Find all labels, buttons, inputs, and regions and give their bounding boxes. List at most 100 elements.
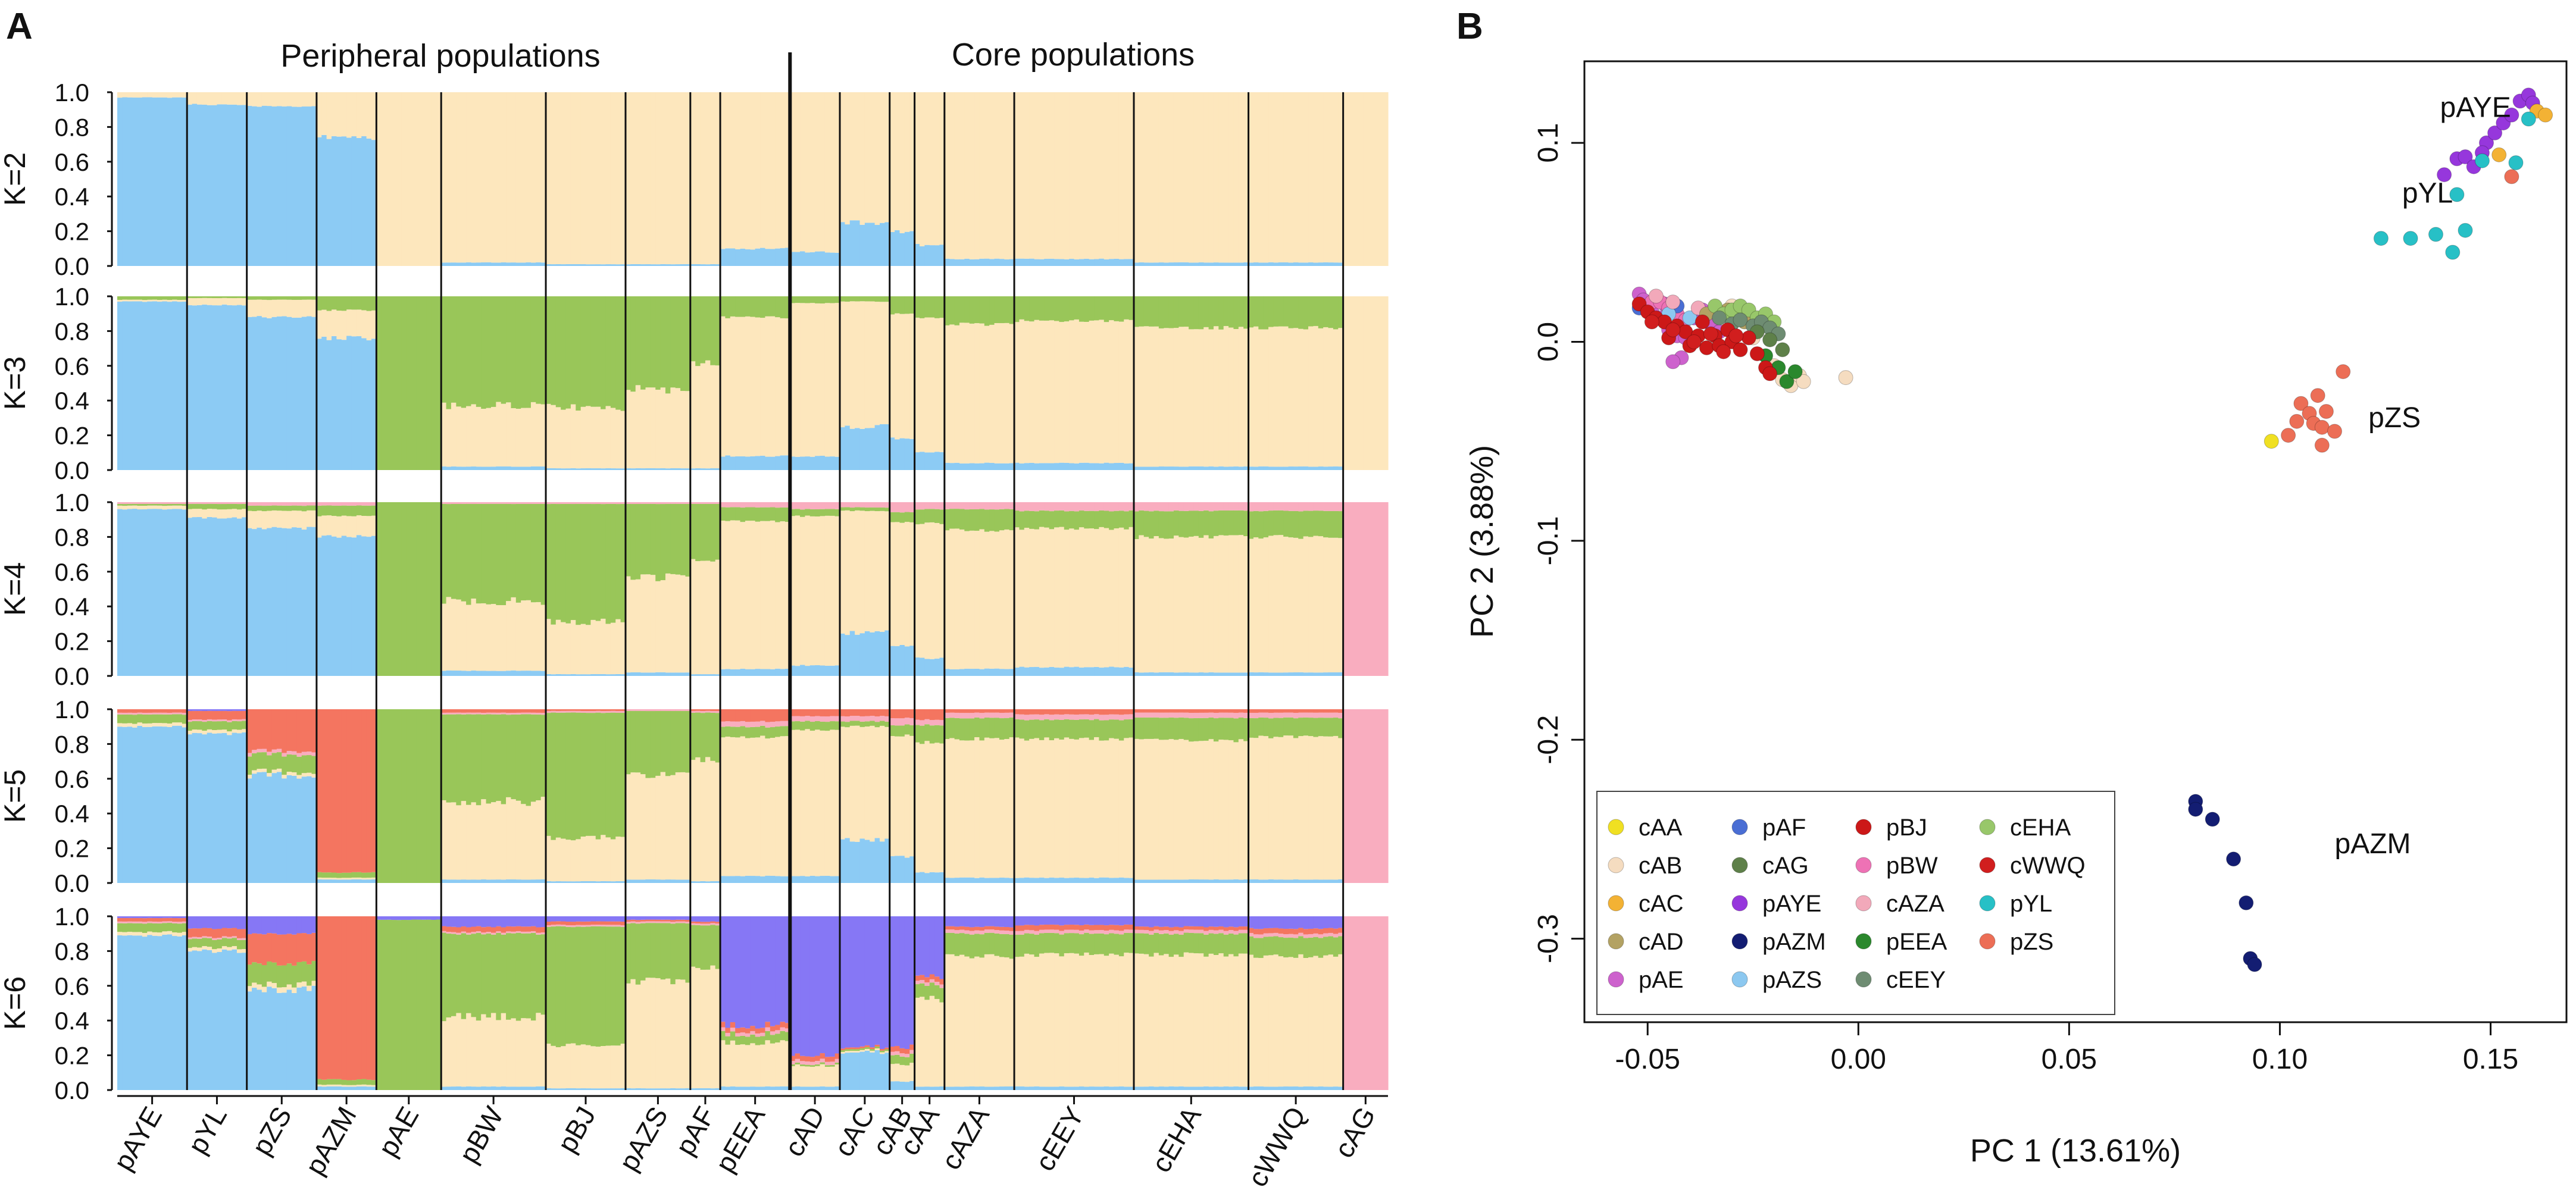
- admixture-bar: [461, 601, 467, 671]
- admixture-bar: [207, 950, 212, 1090]
- admixture-bar: [670, 672, 676, 676]
- admixture-bar: [1009, 509, 1015, 531]
- admixture-bar: [1059, 956, 1065, 1086]
- admixture-bar: [979, 957, 985, 1086]
- admixture-bar: [605, 1045, 611, 1089]
- admixture-segment-cAD-k5: [790, 709, 840, 883]
- admixture-bar: [386, 709, 392, 883]
- admixture-bar: [1238, 672, 1244, 676]
- admixture-bar: [1078, 714, 1084, 720]
- admixture-bar: [371, 1080, 377, 1085]
- admixture-bar: [1313, 916, 1319, 929]
- admixture-bar: [1328, 262, 1334, 266]
- admixture-bar: [1333, 502, 1339, 511]
- admixture-bar: [546, 92, 552, 265]
- admixture-segment-pBW-k4: [441, 502, 546, 676]
- admixture-bar: [864, 709, 870, 716]
- admixture-bar: [1158, 502, 1164, 512]
- admixture-bar: [1298, 538, 1304, 672]
- admixture-bar: [511, 296, 517, 408]
- admixture-bar: [1009, 530, 1015, 669]
- admixture-bar: [356, 879, 362, 883]
- admixture-bar: [680, 710, 686, 772]
- admixture-bar: [172, 296, 178, 300]
- admixture-bar: [809, 456, 815, 470]
- admixture-bar: [1338, 296, 1344, 328]
- admixture-bar: [346, 516, 352, 537]
- admixture-bar: [471, 404, 477, 467]
- admixture-bar: [1143, 511, 1149, 537]
- admixture-bar: [984, 502, 990, 510]
- admixture-bar: [969, 323, 975, 464]
- admixture-bar: [271, 769, 277, 774]
- admixture-bar: [311, 92, 317, 107]
- admixture-bar: [321, 872, 327, 878]
- admixture-bar: [286, 106, 292, 266]
- admixture-bar: [864, 502, 870, 508]
- admixture-bar: [1178, 537, 1184, 673]
- admixture-bar: [1178, 709, 1184, 713]
- admixture-bar: [690, 264, 696, 266]
- admixture-bar: [870, 721, 876, 726]
- admixture-bar: [730, 669, 736, 676]
- admixture-bar: [784, 1032, 790, 1041]
- admixture-bar: [874, 225, 880, 266]
- admixture-bar: [601, 1046, 607, 1089]
- admixture-bar: [555, 837, 561, 882]
- admixture-bar: [1124, 511, 1130, 530]
- admixture-bar: [601, 296, 607, 409]
- admixture-bar: [1069, 296, 1075, 321]
- admixture-bar: [1173, 511, 1179, 536]
- admixture-bar: [221, 296, 227, 298]
- admixture-bar: [1238, 717, 1244, 740]
- admixture-bar: [267, 773, 273, 777]
- admixture-bar: [1283, 934, 1289, 938]
- admixture-bar: [1059, 259, 1065, 266]
- admixture-bar: [954, 930, 960, 934]
- admixture-bar: [1383, 916, 1389, 1090]
- admixture-bar: [924, 724, 930, 741]
- admixture-bar: [192, 709, 198, 711]
- admixture-bar: [964, 258, 970, 266]
- admixture-bar: [1183, 511, 1189, 538]
- admixture-bar: [994, 296, 1000, 324]
- admixture-bar: [590, 713, 596, 836]
- admixture-bar: [784, 1023, 790, 1029]
- admixture-bar: [1328, 954, 1334, 1087]
- admixture-bar: [446, 502, 452, 505]
- admixture-bar: [984, 258, 990, 266]
- admixture-bar: [576, 503, 582, 625]
- admixture-bar: [1009, 935, 1015, 959]
- admixture-bar: [466, 712, 472, 715]
- admixture-bar: [924, 317, 930, 453]
- admixture-bar: [396, 502, 402, 676]
- admixture-bar: [157, 726, 162, 883]
- admixture-bar: [784, 668, 790, 676]
- admixture-bar: [261, 296, 267, 300]
- admixture-bar: [660, 979, 666, 1089]
- admixture-bar: [486, 926, 492, 932]
- admixture-bar: [615, 468, 621, 470]
- admixture-bar: [725, 721, 731, 726]
- admixture-bar: [620, 502, 626, 504]
- admixture-bar: [401, 919, 407, 1090]
- admixture-segment-pAE-k6: [376, 916, 442, 1090]
- admixture-bar: [895, 916, 901, 1046]
- admixture-bar: [939, 709, 945, 721]
- admixture-bar: [316, 137, 322, 266]
- admixture-bar: [944, 739, 950, 878]
- admixture-bar: [1228, 879, 1234, 883]
- admixture-bar: [964, 531, 970, 669]
- admixture-bar: [142, 723, 148, 727]
- admixture-bar: [650, 923, 656, 978]
- admixture-bar: [999, 709, 1005, 713]
- admixture-bar: [690, 468, 696, 470]
- admixture-bar: [555, 712, 561, 838]
- admixture-bar: [486, 671, 492, 676]
- admixture-bar: [969, 530, 975, 669]
- admixture-bar: [1363, 296, 1369, 470]
- admixture-bar: [1238, 929, 1244, 934]
- admixture-bar: [601, 618, 607, 674]
- admixture-bar: [1293, 879, 1299, 883]
- admixture-bar: [152, 92, 158, 98]
